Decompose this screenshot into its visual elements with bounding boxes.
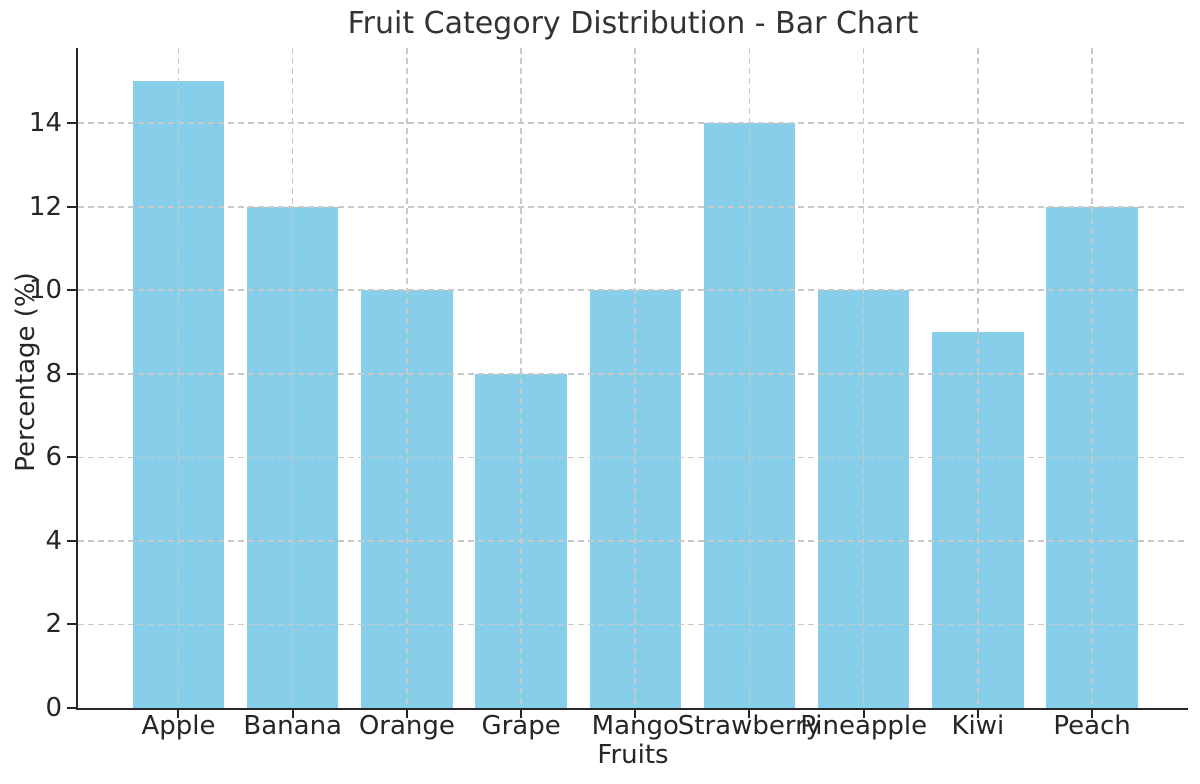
y-tick-mark-14 [67, 122, 76, 125]
x-gridline-mango [634, 48, 637, 708]
x-gridline-orange [406, 48, 408, 708]
y-gridline-8 [78, 373, 1188, 375]
y-tick-label-14: 14 [28, 108, 62, 139]
y-tick-mark-6 [67, 456, 76, 459]
x-tick-mark-banana [291, 710, 294, 718]
y-gridline-2 [78, 623, 1188, 626]
y-tick-mark-0 [67, 707, 76, 709]
y-gridline-12 [78, 205, 1188, 208]
y-tick-label-4: 4 [45, 525, 62, 556]
x-gridline-pineapple [862, 48, 865, 708]
plot-area [67, 48, 1188, 718]
grid-layer [78, 48, 1188, 708]
x-axis-label: Fruits [597, 740, 669, 770]
y-tick-label-8: 8 [45, 358, 62, 389]
y-tick-mark-4 [67, 539, 76, 542]
x-tick-mark-kiwi [976, 710, 979, 718]
y-tick-mark-8 [67, 372, 76, 375]
y-tick-label-0: 0 [45, 693, 62, 723]
y-axis-spine [76, 48, 78, 710]
y-tick-label-6: 6 [45, 442, 62, 473]
x-tick-mark-strawberry [748, 710, 751, 718]
x-tick-mark-pineapple [862, 710, 865, 718]
y-tick-mark-12 [67, 205, 76, 208]
x-axis-spine [76, 708, 1188, 710]
x-tick-mark-orange [405, 710, 408, 718]
y-tick-mark-2 [67, 623, 76, 626]
y-gridline-14 [78, 122, 1188, 124]
y-gridline-4 [78, 540, 1188, 542]
chart-title: Fruit Category Distribution - Bar Chart [347, 6, 919, 41]
x-tick-mark-mango [634, 710, 637, 718]
x-gridline-grape [520, 48, 522, 708]
x-gridline-apple [177, 48, 180, 708]
x-tick-mark-apple [177, 710, 180, 718]
x-gridline-peach [1091, 48, 1093, 708]
y-gridline-10 [78, 289, 1188, 292]
y-tick-label-2: 2 [45, 609, 62, 640]
x-gridline-kiwi [977, 48, 979, 708]
y-tick-label-10: 10 [28, 275, 62, 306]
x-tick-mark-peach [1091, 710, 1094, 718]
y-gridline-6 [78, 456, 1188, 459]
x-tick-mark-grape [520, 710, 523, 718]
y-tick-mark-10 [67, 289, 76, 292]
x-gridline-strawberry [748, 48, 751, 708]
x-gridline-banana [291, 48, 294, 708]
y-tick-label-12: 12 [28, 191, 62, 222]
